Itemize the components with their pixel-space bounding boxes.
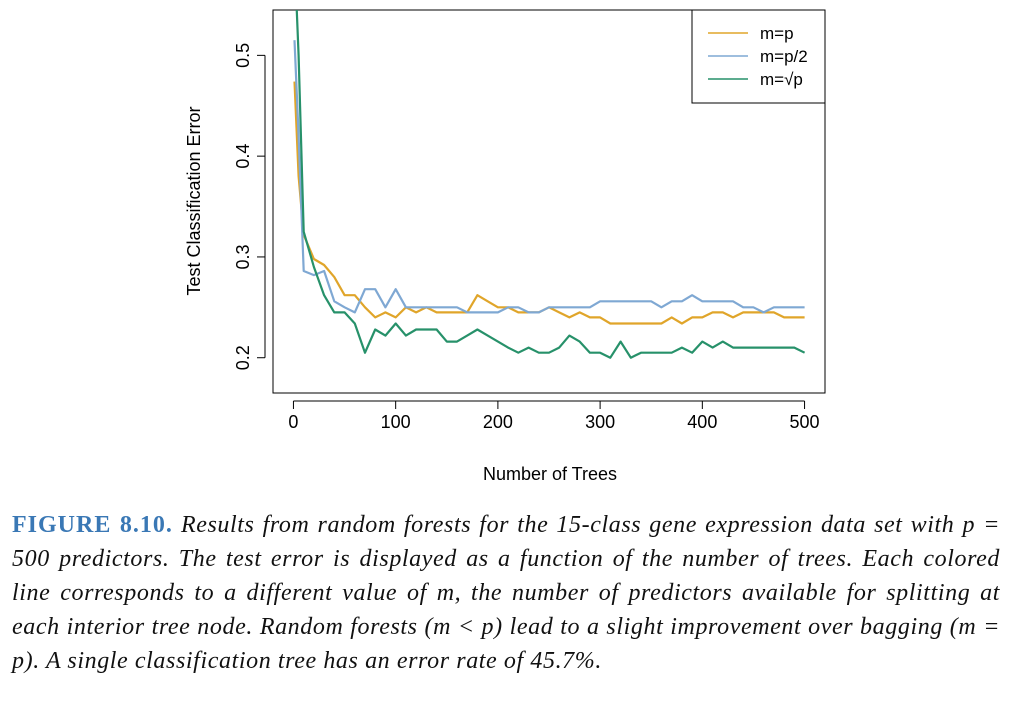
x-axis: 0 100 200 300 400 500 [288,400,820,432]
x-tick-label: 0 [288,412,298,432]
x-tick-label: 100 [381,412,411,432]
y-axis-label: Test Classification Error [184,106,204,295]
series-line-m-p-half [293,40,805,314]
caption-text: Results from random forests for the 15-c… [12,512,1000,674]
legend-label-m-sqrt-p: m=√p [760,70,803,89]
x-tick-label: 300 [585,412,615,432]
legend-label-m-p-half: m=p/2 [760,47,808,66]
y-tick-label: 0.3 [233,244,253,269]
legend-label-m-p: m=p [760,24,794,43]
series-layer [293,10,806,359]
y-tick-label: 0.4 [233,144,253,169]
series-line-m-sqrt-p [295,10,806,359]
figure-label: FIGURE 8.10. [12,512,173,538]
figure-caption: FIGURE 8.10. Results from random forests… [12,508,1000,678]
y-axis: 0.2 0.3 0.4 0.5 [233,43,266,370]
x-tick-label: 400 [687,412,717,432]
series-line-m-p [293,81,805,325]
legend: m=p m=p/2 m=√p [691,9,826,104]
x-axis-label: Number of Trees [483,464,617,484]
y-tick-label: 0.5 [233,43,253,68]
y-tick-label: 0.2 [233,345,253,370]
line-chart: 0 100 200 300 400 500 0.2 0.3 0.4 0.5 Number of … [184,9,826,484]
x-tick-label: 500 [790,412,820,432]
x-tick-label: 200 [483,412,513,432]
plot-area-frame [272,9,826,394]
